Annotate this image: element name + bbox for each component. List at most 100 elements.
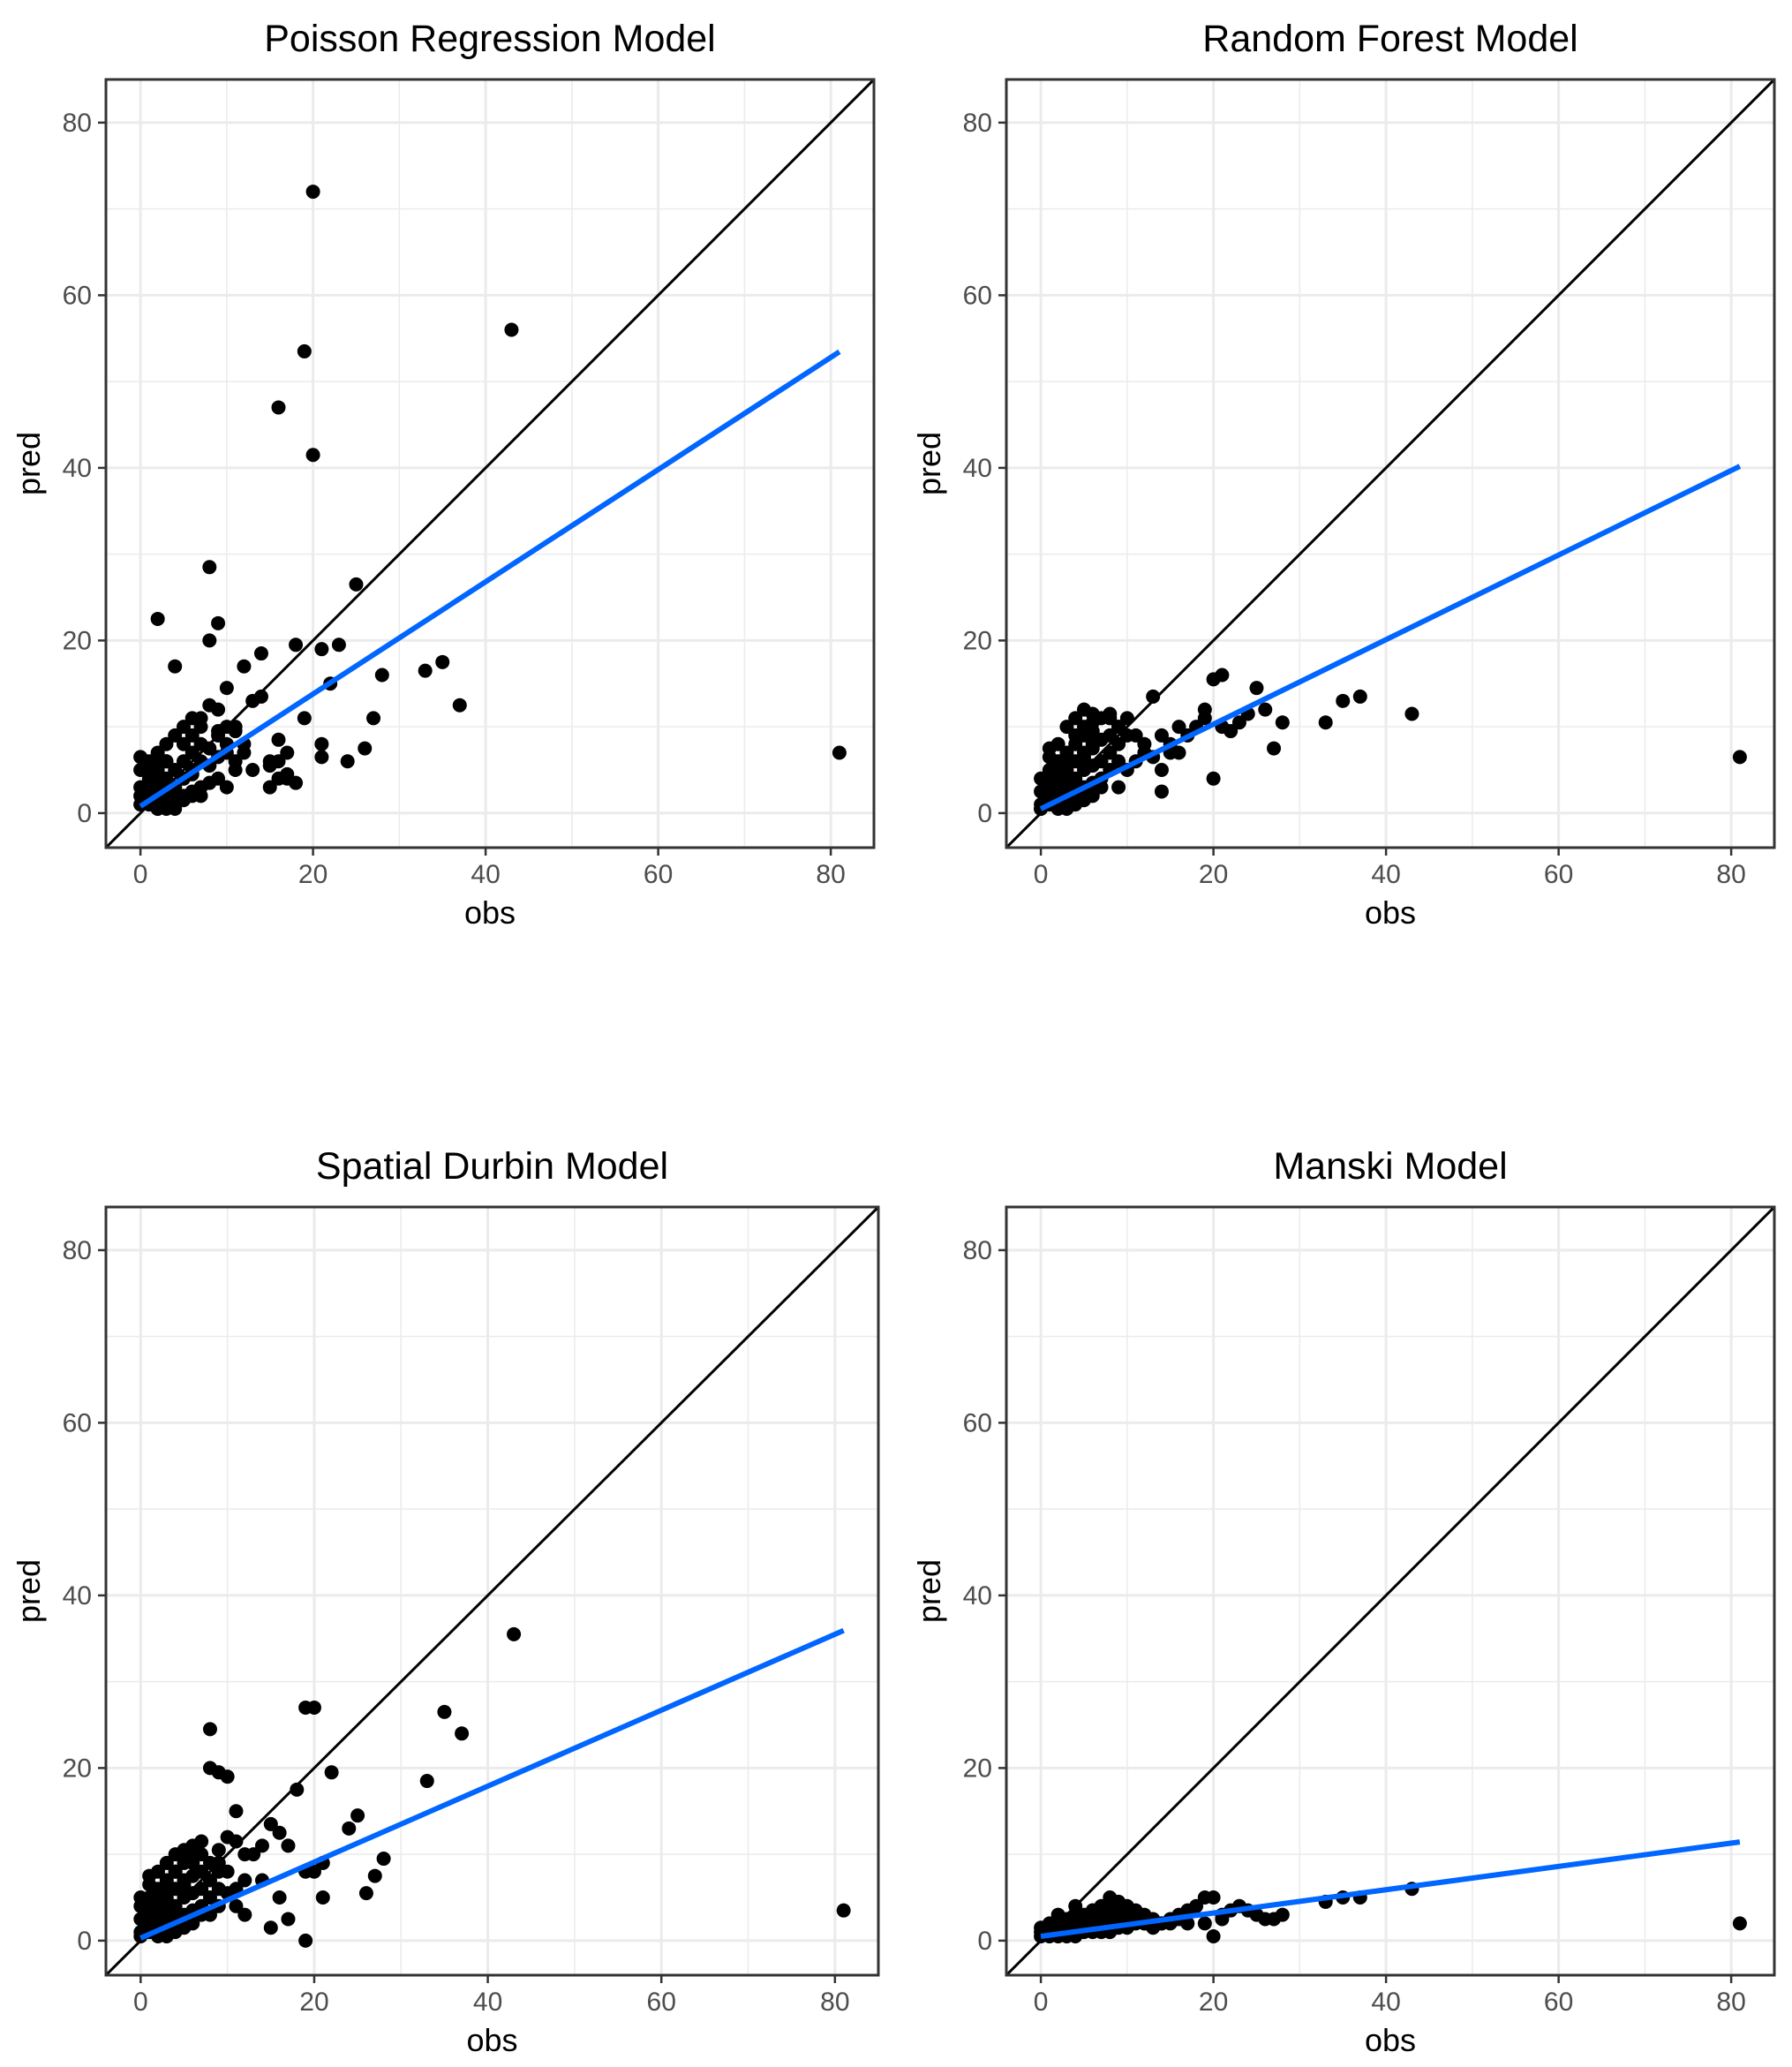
data-point — [1197, 702, 1212, 717]
x-tick-label: 0 — [133, 1988, 148, 2017]
data-point — [1275, 715, 1290, 730]
data-point — [280, 745, 295, 760]
data-point — [211, 615, 226, 630]
panel-frame — [1005, 78, 1776, 849]
data-point — [1206, 771, 1221, 786]
y-tick-label: 0 — [77, 1927, 92, 1956]
data-point — [1171, 720, 1186, 735]
data-point — [1206, 1929, 1221, 1944]
data-point — [1042, 750, 1057, 765]
panel-title: Spatial Durbin Model — [316, 1145, 668, 1188]
panel-title: Poisson Regression Model — [264, 18, 716, 60]
data-point — [202, 1890, 217, 1905]
data-point — [1215, 1912, 1230, 1927]
y-tick-label: 20 — [963, 626, 992, 655]
x-tick-label: 20 — [299, 1988, 328, 2017]
data-point — [1180, 1916, 1195, 1931]
data-point — [1103, 706, 1118, 721]
x-tick-label: 80 — [816, 860, 845, 889]
data-point — [202, 1722, 217, 1737]
data-point — [455, 1726, 470, 1741]
data-point — [1068, 711, 1083, 726]
data-point — [193, 720, 208, 735]
data-point — [211, 1864, 226, 1879]
data-point — [184, 728, 200, 743]
data-point — [168, 659, 183, 674]
panel-manski: 0 20 40 60 80 0 20 40 60 80 Manski Model obs pred — [911, 1145, 1776, 2058]
fit-line — [1039, 464, 1742, 811]
y-tick-label: 0 — [977, 799, 992, 828]
data-point — [297, 343, 312, 358]
data-point — [168, 1864, 183, 1879]
data-point — [194, 1847, 209, 1862]
data-point — [229, 1898, 244, 1913]
y-tick-label: 0 — [77, 799, 92, 828]
x-tick-label: 0 — [1034, 1988, 1049, 2017]
data-point — [185, 1855, 200, 1870]
data-point — [246, 1847, 261, 1862]
x-tick-label: 40 — [1371, 860, 1400, 889]
points — [133, 185, 847, 817]
data-point — [211, 724, 226, 739]
data-point — [176, 720, 191, 735]
data-point — [376, 1852, 391, 1867]
fit-line — [1040, 1839, 1741, 1939]
data-point — [193, 788, 208, 803]
data-point — [272, 1825, 287, 1840]
data-point — [1103, 1894, 1118, 1909]
data-point — [306, 1700, 321, 1715]
data-point — [1732, 750, 1747, 765]
data-point — [185, 1868, 200, 1883]
data-point — [504, 322, 519, 337]
panel-random-forest: 0 20 40 60 80 0 20 40 60 80 Random Forest Model o… — [911, 18, 1776, 931]
y-tick-label: 20 — [63, 1754, 92, 1783]
data-point — [1068, 775, 1083, 790]
x-tick-label: 40 — [471, 860, 500, 889]
data-point — [1076, 750, 1091, 765]
data-point — [202, 560, 217, 575]
data-point — [314, 750, 329, 765]
data-point — [366, 711, 381, 726]
data-point — [271, 732, 286, 747]
data-point — [435, 654, 450, 669]
data-point — [340, 754, 355, 769]
data-point — [263, 1816, 278, 1831]
y-tick-label: 40 — [63, 1581, 92, 1611]
data-point — [1085, 788, 1100, 803]
x-tick-label: 20 — [1199, 860, 1228, 889]
identity-line — [1006, 1207, 1774, 1975]
identity-line — [106, 79, 874, 848]
data-point — [342, 1821, 357, 1836]
data-point — [1352, 689, 1367, 704]
data-point — [185, 1916, 200, 1931]
x-axis-title: obs — [1365, 894, 1416, 931]
panel-frame — [1005, 1205, 1776, 1977]
y-tick-label: 60 — [963, 281, 992, 310]
plot-layer: 0 20 40 60 80 0 20 40 60 80 — [63, 78, 876, 889]
x-tick-label: 80 — [1716, 860, 1745, 889]
y-tick-label: 40 — [963, 1581, 992, 1611]
data-point — [1732, 1916, 1747, 1931]
data-point — [1119, 1903, 1134, 1918]
data-point — [306, 1864, 321, 1879]
data-point — [1111, 720, 1126, 735]
grid — [1006, 1207, 1774, 1975]
data-point — [229, 1834, 244, 1849]
x-tick-label: 60 — [1544, 1988, 1573, 2017]
x-tick-label: 80 — [820, 1988, 849, 2017]
data-point — [367, 1868, 382, 1883]
data-point — [1404, 706, 1419, 721]
data-point — [452, 698, 467, 713]
data-point — [150, 754, 165, 769]
data-point — [150, 802, 165, 817]
data-point — [150, 611, 165, 626]
points — [1034, 668, 1747, 817]
data-point — [281, 1838, 296, 1853]
data-point — [254, 1838, 269, 1853]
data-point — [271, 754, 286, 769]
panel-title: Random Forest Model — [1202, 18, 1577, 60]
data-point — [418, 663, 433, 678]
panel-frame — [104, 1205, 880, 1977]
y-tick-label: 80 — [963, 109, 992, 138]
